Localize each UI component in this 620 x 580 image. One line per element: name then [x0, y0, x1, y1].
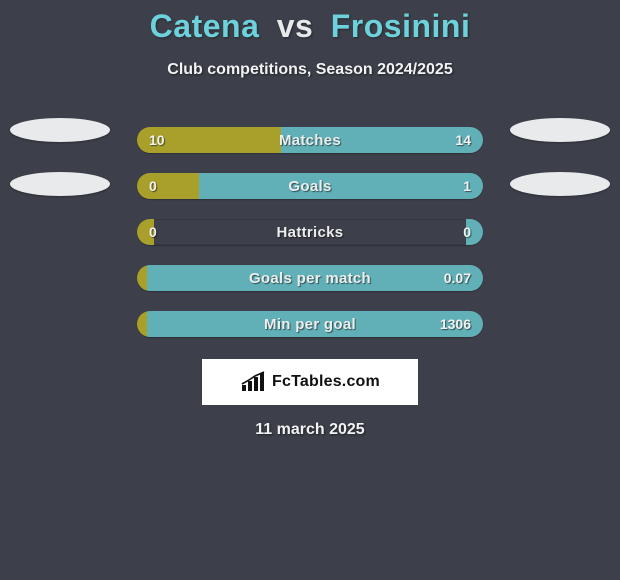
- player1-name: Catena: [150, 8, 260, 44]
- stat-row: Matches10 14: [137, 127, 483, 153]
- date: 11 march 2025: [0, 421, 620, 439]
- avatar-placeholder: [510, 118, 610, 142]
- stat-value-right: 1: [463, 173, 471, 199]
- page-title: Catena vs Frosinini: [0, 8, 620, 45]
- stat-value-right: 0.07: [444, 265, 471, 291]
- stat-label: Goals per match: [137, 265, 483, 291]
- brand-text: FcTables.com: [272, 373, 380, 391]
- stat-value-left: 10: [149, 127, 165, 153]
- stat-value-left: 0: [149, 173, 157, 199]
- stat-value-left: 0: [149, 219, 157, 245]
- stat-row: Min per goal1306: [137, 311, 483, 337]
- stat-row: Goals per match0.07: [137, 265, 483, 291]
- subtitle: Club competitions, Season 2024/2025: [0, 61, 620, 79]
- avatar-placeholder: [10, 118, 110, 142]
- stat-label: Goals: [137, 173, 483, 199]
- avatar-placeholder: [510, 172, 610, 196]
- stat-label: Matches: [137, 127, 483, 153]
- left-avatar-column: [10, 118, 110, 196]
- brand-box: FcTables.com: [202, 359, 418, 405]
- comparison-card: Catena vs Frosinini Club competitions, S…: [0, 0, 620, 580]
- bar-chart-icon: [240, 371, 266, 393]
- stat-row: Goals0 1: [137, 173, 483, 199]
- stat-label: Hattricks: [137, 219, 483, 245]
- right-avatar-column: [510, 118, 610, 196]
- player2-name: Frosinini: [331, 8, 471, 44]
- stat-row: Hattricks0 0: [137, 219, 483, 245]
- title-vs: vs: [277, 8, 314, 44]
- stat-value-right: 0: [463, 219, 471, 245]
- stat-value-right: 1306: [440, 311, 471, 337]
- stat-label: Min per goal: [137, 311, 483, 337]
- avatar-placeholder: [10, 172, 110, 196]
- stat-value-right: 14: [455, 127, 471, 153]
